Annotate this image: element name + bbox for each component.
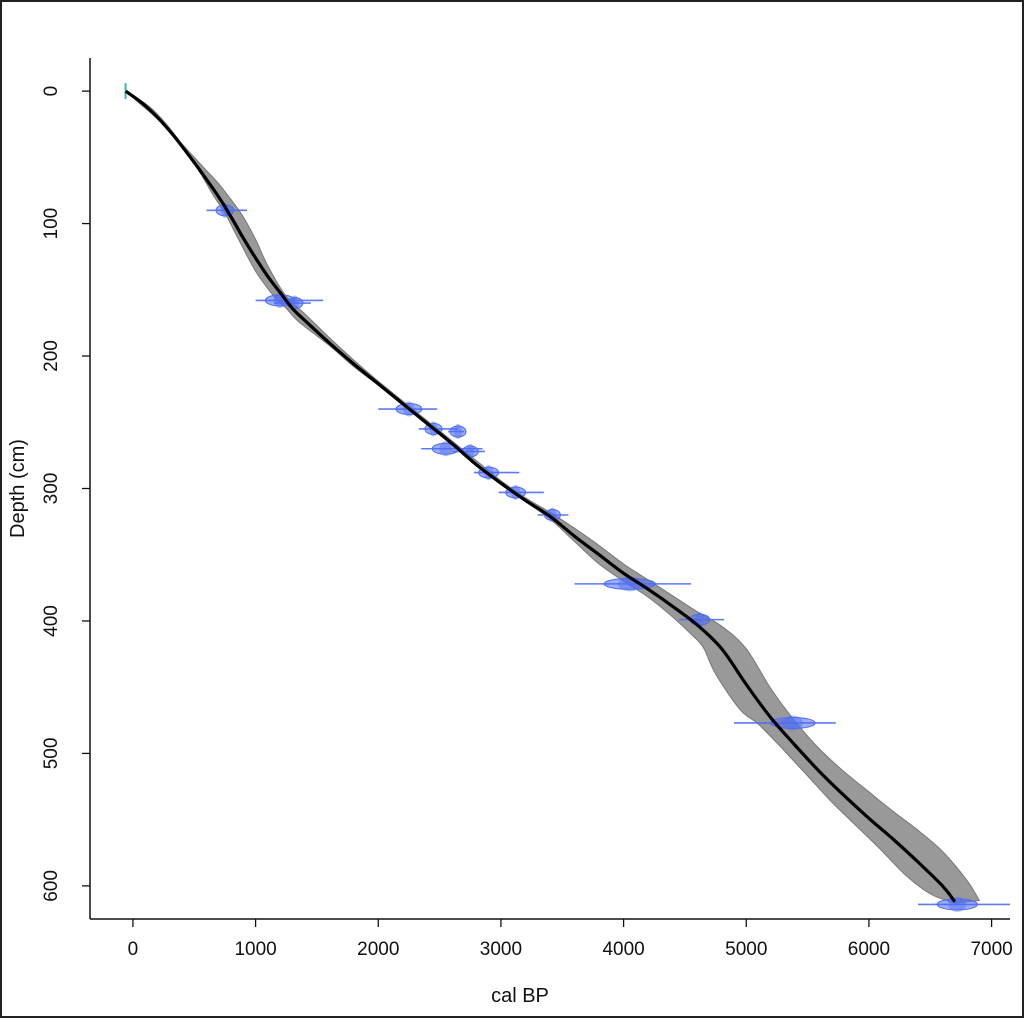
date-probability-peak [782,715,803,731]
dated-samples-layer [124,83,1010,912]
date-probability-blob [449,425,467,438]
y-tick-label: 200 [41,340,62,372]
x-tick-label: 6000 [848,939,890,960]
x-tick-label: 4000 [602,939,644,960]
y-tick-label: 400 [41,605,62,637]
y-tick-label: 0 [41,86,62,97]
date-probability-peak [466,443,475,459]
x-axis-title: cal BP [491,985,549,1007]
y-tick-label: 300 [41,473,62,505]
x-tick-label: 1000 [234,939,276,960]
x-tick-label: 5000 [725,939,767,960]
dated-sample [448,424,467,440]
date-probability-blob [543,508,561,521]
uncertainty-band-layer [125,90,981,904]
date-probability-peak [948,896,967,912]
date-probability-blob [936,898,978,911]
y-tick-label: 500 [41,738,62,770]
x-tick-label: 2000 [357,939,399,960]
uncertainty-band [125,90,981,904]
y-axis-title: Depth (cm) [7,439,29,538]
y-tick-label: 600 [41,870,62,902]
mean-model-line [124,89,957,903]
date-probability-peak [220,202,229,218]
mean-model-layer [124,89,957,903]
axes-layer: 0 1000 2000 3000 4000 5000 6000 7000 0 100 200 300 4… [41,58,1013,960]
date-probability-peak [454,424,462,440]
x-tick-label: 7000 [970,939,1012,960]
x-tick-label: 0 [128,939,139,960]
date-probability-blob [769,716,816,729]
dated-sample [918,896,1010,912]
date-probability-peak [439,441,452,457]
dated-sample [734,715,836,731]
x-tick-label: 3000 [480,939,522,960]
y-tick-label: 100 [41,208,62,240]
